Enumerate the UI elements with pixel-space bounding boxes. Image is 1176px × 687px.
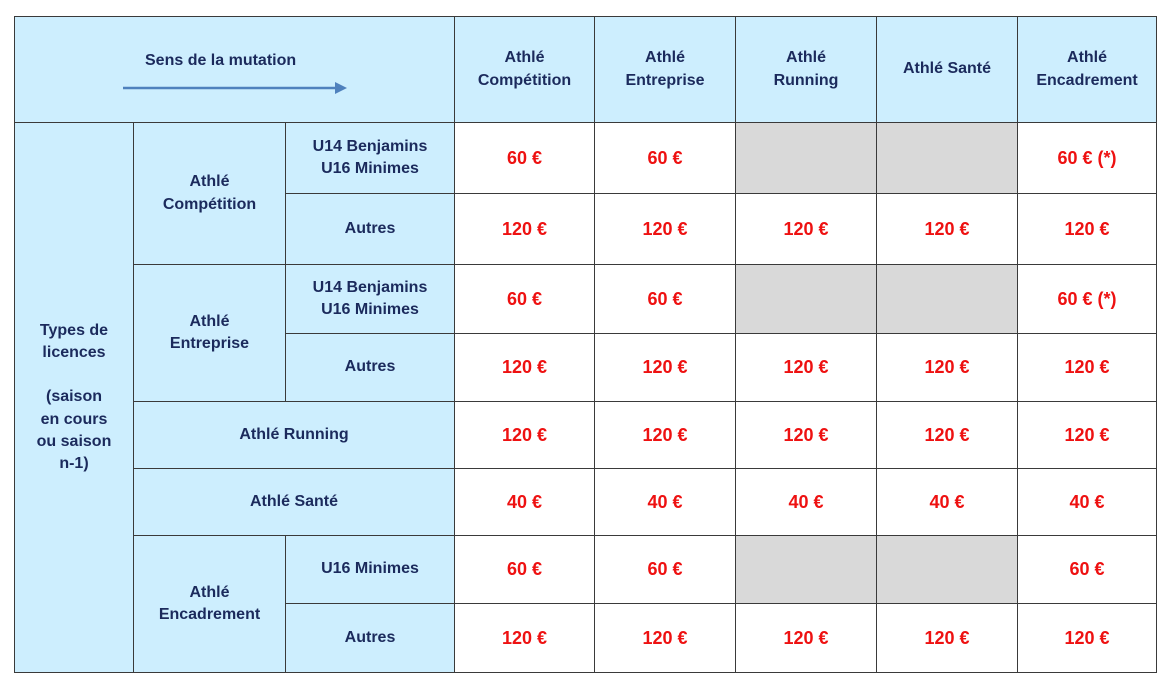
price-cell: 40 € (876, 468, 1019, 536)
direction-label: Sens de la mutation (145, 52, 297, 69)
group-label-sante: Athlé Santé (132, 468, 456, 536)
price-cell: 120 € (594, 603, 737, 673)
price-cell: 40 € (594, 468, 737, 536)
price-cell: 120 € (735, 401, 878, 469)
price-cell: 120 € (1017, 401, 1158, 469)
price-cell: 120 € (454, 401, 596, 469)
price-cell: 60 € (*) (1017, 122, 1158, 194)
sub-label: Autres (284, 193, 456, 265)
price-cell: 60 € (594, 535, 737, 604)
unavailable-cell (735, 264, 878, 334)
price-cell: 40 € (454, 468, 596, 536)
column-header-competition: Athlé Compétition (454, 16, 596, 123)
sub-label: Autres (284, 333, 456, 402)
price-cell: 60 € (594, 122, 737, 194)
unavailable-cell (876, 535, 1019, 604)
column-header-sante: Athlé Santé (876, 16, 1019, 123)
price-cell: 60 € (1017, 535, 1158, 604)
sub-label: U14 Benjamins U16 Minimes (284, 122, 456, 194)
price-cell: 120 € (735, 193, 878, 265)
price-cell: 40 € (735, 468, 878, 536)
price-cell: 120 € (1017, 603, 1158, 673)
price-cell: 60 € (454, 535, 596, 604)
license-types-label: Types de licences (saison en cours ou sa… (14, 122, 134, 673)
group-label-entreprise: Athlé Entreprise (133, 264, 286, 402)
price-cell: 120 € (454, 603, 596, 673)
group-label-encadrement: Athlé Encadrement (133, 535, 286, 673)
price-cell: 40 € (1017, 468, 1158, 536)
column-header-encadrement: Athlé Encadrement (1017, 16, 1158, 123)
group-label-competition: Athlé Compétition (133, 122, 286, 265)
price-cell: 120 € (594, 333, 737, 402)
group-label-running: Athlé Running (132, 401, 456, 469)
price-cell: 120 € (876, 333, 1019, 402)
mutation-fee-table: Sens de la mutation Athlé Compétition At… (13, 16, 1158, 673)
price-cell: 60 € (594, 264, 737, 334)
unavailable-cell (876, 122, 1019, 194)
price-cell: 120 € (454, 333, 596, 402)
price-cell: 120 € (876, 193, 1019, 265)
arrow-right-icon (123, 82, 347, 94)
price-cell: 120 € (876, 603, 1019, 673)
direction-header-cell: Sens de la mutation (13, 16, 456, 123)
column-header-entreprise: Athlé Entreprise (594, 16, 737, 123)
sub-label: U14 Benjamins U16 Minimes (284, 264, 456, 334)
price-cell: 120 € (1017, 193, 1158, 265)
column-header-running: Athlé Running (735, 16, 878, 123)
price-cell: 120 € (594, 193, 737, 265)
price-cell: 120 € (1017, 333, 1158, 402)
unavailable-cell (735, 535, 878, 604)
price-cell: 60 € (454, 264, 596, 334)
price-cell: 120 € (594, 401, 737, 469)
unavailable-cell (876, 264, 1019, 334)
price-cell: 120 € (454, 193, 596, 265)
sub-label: U16 Minimes (284, 535, 456, 604)
price-cell: 120 € (735, 603, 878, 673)
price-cell: 60 € (*) (1017, 264, 1158, 334)
sub-label: Autres (284, 603, 456, 673)
price-cell: 120 € (735, 333, 878, 402)
unavailable-cell (735, 122, 878, 194)
price-cell: 60 € (454, 122, 596, 194)
price-cell: 120 € (876, 401, 1019, 469)
